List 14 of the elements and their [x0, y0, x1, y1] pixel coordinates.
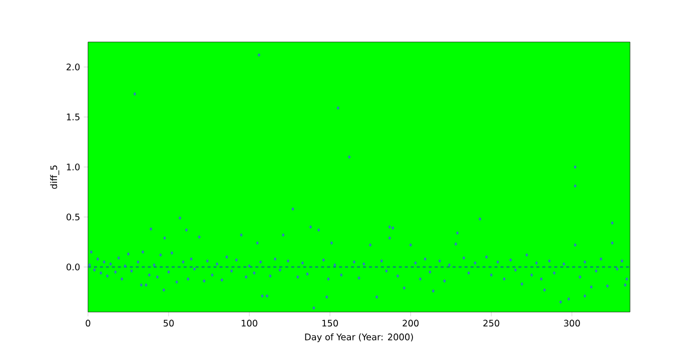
x-tick-label: 150: [322, 320, 338, 327]
y-axis-title: diff_5: [50, 166, 60, 189]
x-axis-title: Day of Year (Year: 2000): [305, 333, 413, 342]
y-tick-label: 0.5: [66, 214, 80, 220]
x-tick-label: 200: [402, 320, 419, 327]
x-tick-label: 0: [86, 320, 90, 327]
x-tick-label: 300: [564, 320, 580, 327]
x-tick-label: 100: [242, 320, 258, 327]
y-tick-label: 1.5: [66, 114, 80, 120]
y-tick-label: 0.0: [66, 264, 80, 270]
x-tick-label: 250: [483, 320, 500, 327]
y-tick-label: 2.0: [66, 64, 80, 70]
x-tick-label: 50: [164, 320, 174, 327]
y-tick-label: 1.0: [66, 164, 80, 170]
